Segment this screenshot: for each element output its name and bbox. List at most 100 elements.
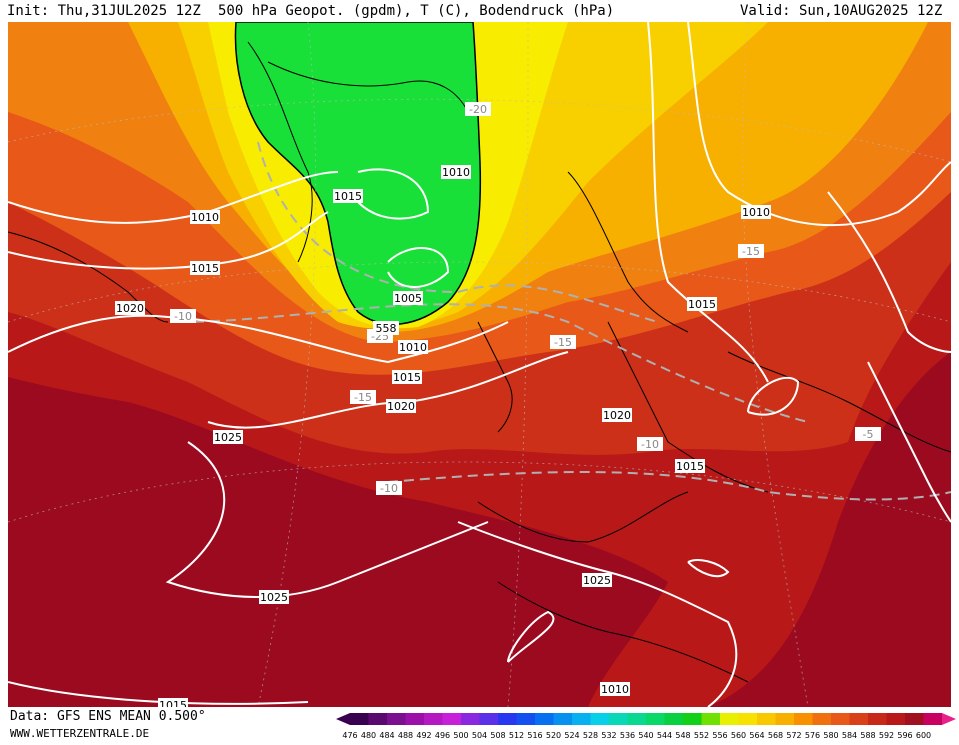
isotherm-label-text: -15	[354, 391, 372, 404]
legend-swatch	[498, 713, 517, 725]
legend-swatch	[368, 713, 387, 725]
legend-tick-label: 496	[435, 731, 450, 740]
legend-swatch	[535, 713, 554, 725]
legend-tick-label: 576	[805, 731, 820, 740]
legend-swatch	[738, 713, 757, 725]
legend-tick-label: 512	[509, 731, 524, 740]
legend-swatch	[794, 713, 813, 725]
legend-swatch	[350, 713, 369, 725]
legend-tick-label: 560	[731, 731, 746, 740]
legend-tick-label: 584	[842, 731, 857, 740]
isobar-label: 1015	[190, 261, 220, 275]
legend-arrow-high	[942, 713, 956, 725]
isotherm-label-text: -10	[641, 438, 659, 451]
legend-swatch	[683, 713, 702, 725]
isobar-label-text: 1010	[399, 341, 427, 354]
weather-map: 1010 1015 1020 1025 1015 1010 1005 1010 …	[8, 22, 951, 707]
legend-tick-label: 492	[416, 731, 431, 740]
legend-swatch	[831, 713, 850, 725]
isobar-label: 1010	[190, 210, 220, 224]
legend-swatch	[572, 713, 591, 725]
isobar-label: 1020	[115, 301, 145, 315]
legend-tick-label: 516	[527, 731, 542, 740]
isobar-label: 1005	[393, 291, 423, 305]
legend-swatch	[627, 713, 646, 725]
legend-svg: 476 480 484 488 492 496 500 504 508 512 516 520 524 5…	[336, 713, 956, 740]
legend-swatch	[812, 713, 831, 725]
geopot-labels: 558	[373, 321, 399, 335]
legend-tick-label: 504	[472, 731, 487, 740]
isobar-label: 1015	[687, 297, 717, 311]
legend-tick-label: 484	[379, 731, 394, 740]
legend-swatch	[701, 713, 720, 725]
legend-swatch	[664, 713, 683, 725]
legend-tick-label: 592	[879, 731, 894, 740]
legend-tick-label: 548	[675, 731, 690, 740]
isobar-label: 1010	[741, 205, 771, 219]
isobar-label-text: 1015	[191, 262, 219, 275]
legend-tick-label: 572	[786, 731, 801, 740]
isobar-label: 1015	[158, 698, 188, 707]
legend-swatch	[405, 713, 424, 725]
isobar-label: 1010	[600, 682, 630, 696]
map-svg: 1010 1015 1020 1025 1015 1010 1005 1010 …	[8, 22, 951, 707]
legend-tick-label: 568	[768, 731, 783, 740]
website-label: WWW.WETTERZENTRALE.DE	[10, 727, 150, 740]
isotherm-label: -10	[170, 309, 196, 323]
legend-tick-label: 480	[361, 731, 376, 740]
isobar-label-text: 1025	[583, 574, 611, 587]
isobar-label: 1015	[333, 189, 363, 203]
legend-swatch	[886, 713, 905, 725]
legend-tick-label: 588	[860, 731, 875, 740]
isobar-label-text: 1015	[393, 371, 421, 384]
isobar-label-text: 1015	[159, 699, 187, 707]
legend-tick-label: 540	[638, 731, 653, 740]
chart-title: 500 hPa Geopot. (gpdm), T (C), Bodendruc…	[218, 3, 615, 19]
legend-swatch	[442, 713, 461, 725]
legend-swatch	[905, 713, 924, 725]
legend-tick-label: 556	[712, 731, 727, 740]
isobar-label: 1015	[392, 370, 422, 384]
isobar-label: 1015	[675, 459, 705, 473]
isotherm-label: -15	[738, 244, 764, 258]
isobar-label-text: 1010	[601, 683, 629, 696]
legend-swatch	[868, 713, 887, 725]
legend-swatch	[461, 713, 480, 725]
legend-tick-label: 532	[601, 731, 616, 740]
legend-swatch	[720, 713, 739, 725]
isobar-label-text: 1010	[742, 206, 770, 219]
isobar-label: 1010	[441, 165, 471, 179]
coastlines	[8, 41, 951, 683]
legend-tick-label: 520	[546, 731, 561, 740]
isotherm-label-text: -10	[174, 310, 192, 323]
legend-tick-label: 524	[564, 731, 579, 740]
isobar-label: 1025	[582, 573, 612, 587]
legend-tick-label: 500	[453, 731, 468, 740]
isobar-label-text: 1020	[603, 409, 631, 422]
legend-tick-label: 488	[398, 731, 413, 740]
isobar-label: 1020	[386, 399, 416, 413]
isotherm-label-text: -15	[554, 336, 572, 349]
chart-header: Init: Thu,31JUL2025 12Z 500 hPa Geopot. …	[0, 0, 959, 22]
isobar-label: 1025	[213, 430, 243, 444]
valid-time-label: Valid: Sun,10AUG2025 12Z	[740, 3, 943, 19]
geopot-label: 558	[373, 321, 399, 335]
legend-tick-label: 536	[620, 731, 635, 740]
isobar-label: 1010	[398, 340, 428, 354]
legend-swatch	[849, 713, 868, 725]
color-legend: 476 480 484 488 492 496 500 504 508 512 516 520 524 5…	[336, 713, 956, 741]
isobar-label-text: 1010	[442, 166, 470, 179]
legend-swatch	[757, 713, 776, 725]
isotherms	[177, 141, 951, 501]
legend-swatch	[516, 713, 535, 725]
isotherm-label-text: -20	[469, 103, 487, 116]
legend-tick-label: 580	[823, 731, 838, 740]
legend-swatch	[590, 713, 609, 725]
legend-swatch	[609, 713, 628, 725]
isobar-label: 1020	[602, 408, 632, 422]
isotherm-label: -5	[855, 427, 881, 441]
isobar-label-text: 1025	[260, 591, 288, 604]
legend-tick-label: 476	[342, 731, 357, 740]
legend-tick-label: 564	[749, 731, 764, 740]
legend-tick-label: 552	[694, 731, 709, 740]
